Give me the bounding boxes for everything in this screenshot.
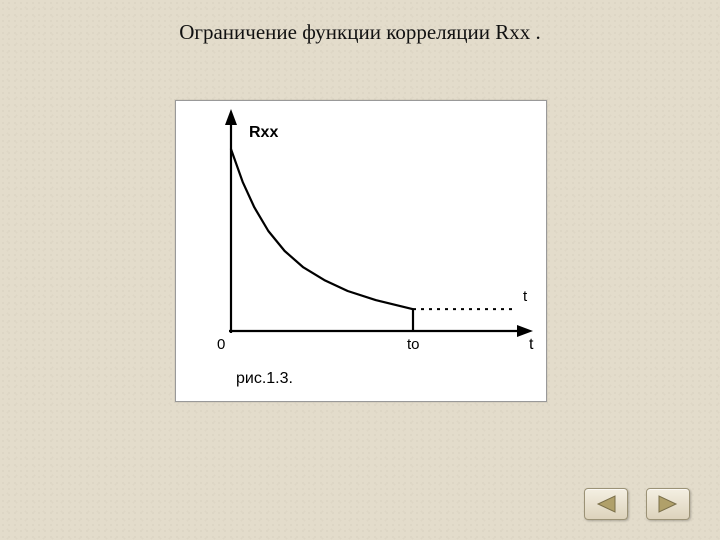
nav-buttons bbox=[584, 488, 690, 520]
triangle-left-icon bbox=[595, 495, 617, 513]
correlation-chart: Rxx 0 to t t рис.1.3. bbox=[175, 100, 547, 402]
svg-text:рис.1.3.: рис.1.3. bbox=[236, 370, 293, 387]
prev-button[interactable] bbox=[584, 488, 628, 520]
svg-text:to: to bbox=[407, 336, 420, 353]
next-button[interactable] bbox=[646, 488, 690, 520]
svg-text:t: t bbox=[529, 336, 534, 353]
page-title: Ограничение функции корреляции Rxx . bbox=[0, 20, 720, 45]
svg-text:0: 0 bbox=[217, 336, 225, 353]
svg-text:t: t bbox=[523, 288, 528, 305]
svg-text:Rxx: Rxx bbox=[249, 124, 278, 141]
triangle-right-icon bbox=[657, 495, 679, 513]
